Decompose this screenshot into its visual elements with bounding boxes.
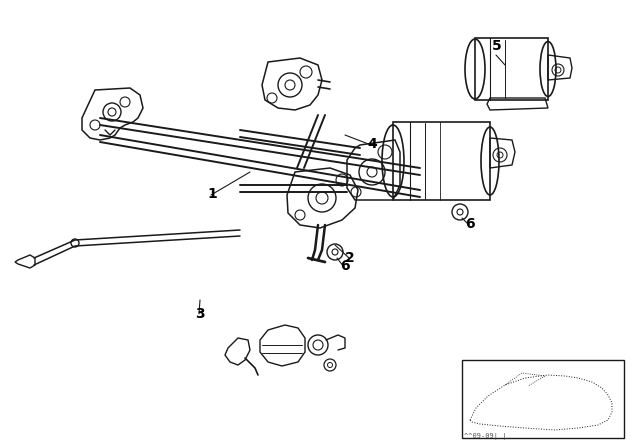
Text: 1: 1	[207, 187, 217, 201]
Text: 6: 6	[340, 259, 349, 273]
Text: 3: 3	[195, 307, 205, 321]
Text: 2: 2	[345, 251, 355, 265]
Bar	[462, 360, 624, 438]
Text: 4: 4	[367, 137, 377, 151]
Text: 6: 6	[465, 217, 475, 231]
Text: ^^09-09| |: ^^09-09| |	[464, 433, 506, 440]
Text: 5: 5	[492, 39, 502, 53]
